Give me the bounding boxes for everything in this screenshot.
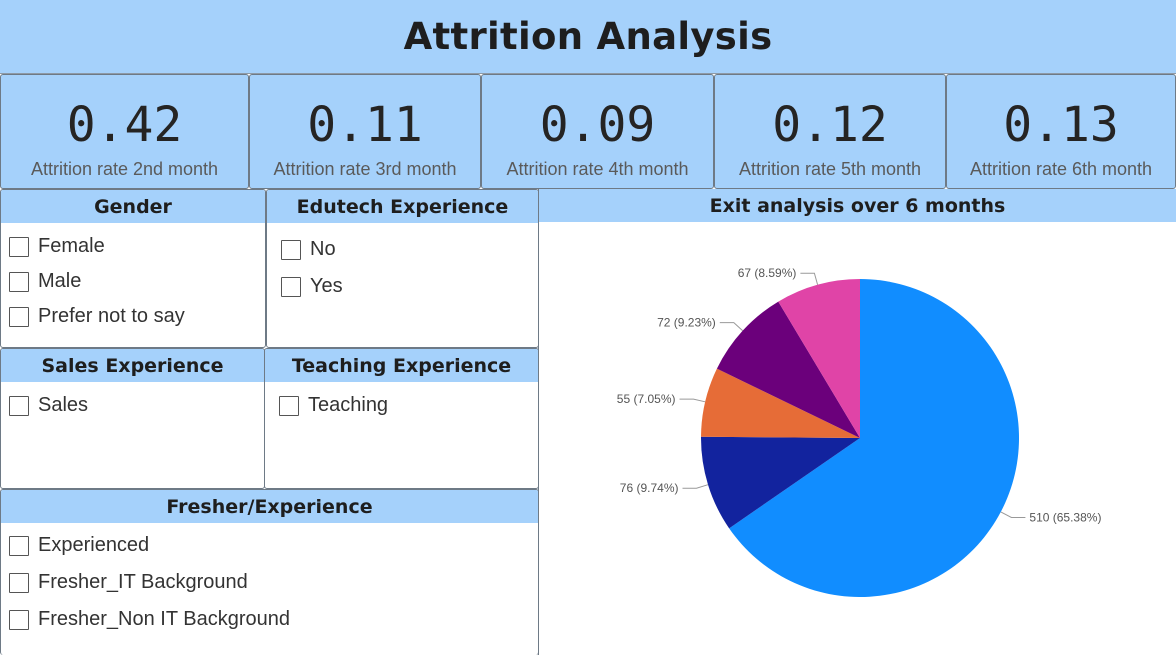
edutech-experience-slicer: Edutech Experience No Yes xyxy=(266,189,539,348)
pie-data-label: 510 (65.38%) xyxy=(1029,511,1101,525)
slicer-title: Gender xyxy=(1,190,265,223)
slicer-option-label: Male xyxy=(38,270,82,292)
pie-leader-line xyxy=(682,484,709,489)
slicer-title: Fresher/Experience xyxy=(1,490,538,523)
slicer-option-label: Female xyxy=(38,235,105,257)
pie-leader-line xyxy=(719,322,744,332)
fresher-experience-slicer: Fresher/Experience Experienced Fresher_I… xyxy=(0,489,539,655)
teaching-experience-slicer: Teaching Experience Teaching xyxy=(264,348,539,489)
slicer-option-teaching[interactable]: Teaching xyxy=(279,388,538,423)
slicer-title: Sales Experience xyxy=(1,349,264,382)
slicer-option-fresher-non-it[interactable]: Fresher_Non IT Background xyxy=(9,601,538,638)
sales-experience-slicer: Sales Experience Sales xyxy=(0,348,265,489)
pie-leader-line xyxy=(679,398,706,403)
slicer-option-label: Fresher_Non IT Background xyxy=(38,608,290,630)
slicer-option-label: Fresher_IT Background xyxy=(38,571,248,593)
kpi-card-6th-month: 0.13 Attrition rate 6th month xyxy=(946,74,1176,189)
checkbox[interactable] xyxy=(9,609,29,630)
kpi-value: 0.09 xyxy=(539,97,656,153)
kpi-card-3rd-month: 0.11 Attrition rate 3rd month xyxy=(249,74,481,189)
dashboard-title-bar: Attrition Analysis xyxy=(0,0,1176,74)
kpi-value: 0.12 xyxy=(772,97,888,153)
exit-analysis-pie-chart: 510 (65.38%) 76 (9.74%) 55 (7.05%) 72 (9.23… xyxy=(617,266,1101,597)
checkbox[interactable] xyxy=(9,535,29,556)
panel-divider xyxy=(538,189,539,655)
slicer-title: Edutech Experience xyxy=(267,190,538,223)
chart-title: Exit analysis over 6 months xyxy=(539,189,1176,222)
slicer-option-label: Prefer not to say xyxy=(38,305,185,327)
pie-data-label: 72 (9.23%) xyxy=(657,316,716,330)
kpi-label: Attrition rate 4th month xyxy=(506,159,689,179)
slicer-option-no[interactable]: No xyxy=(281,231,538,268)
slicer-option-female[interactable]: Female xyxy=(9,229,265,264)
slicer-option-label: Yes xyxy=(310,275,343,297)
checkbox[interactable] xyxy=(9,271,29,292)
kpi-label: Attrition rate 5th month xyxy=(738,159,922,179)
slicer-option-male[interactable]: Male xyxy=(9,264,265,299)
checkbox[interactable] xyxy=(9,395,29,416)
slicer-option-sales[interactable]: Sales xyxy=(9,388,264,423)
kpi-value: 0.13 xyxy=(1003,97,1119,153)
checkbox[interactable] xyxy=(279,395,299,416)
pie-slice[interactable] xyxy=(729,279,1020,597)
kpi-value: 0.42 xyxy=(66,97,183,153)
gender-slicer: Gender Female Male Prefer not to say xyxy=(0,189,266,348)
kpi-label: Attrition rate 2nd month xyxy=(30,159,219,179)
page-title: Attrition Analysis xyxy=(403,15,773,58)
checkbox[interactable] xyxy=(281,239,301,260)
pie-slice[interactable] xyxy=(778,279,860,438)
kpi-card-4th-month: 0.09 Attrition rate 4th month xyxy=(481,74,714,189)
pie-data-label: 76 (9.74%) xyxy=(620,481,679,495)
pie-slice[interactable] xyxy=(701,436,860,529)
checkbox[interactable] xyxy=(281,276,301,297)
pie-data-label: 67 (8.59%) xyxy=(738,266,797,280)
pie-slice[interactable] xyxy=(716,301,860,438)
slicer-option-label: Teaching xyxy=(308,394,389,416)
slicer-option-prefer-not-to-say[interactable]: Prefer not to say xyxy=(9,299,265,334)
slicer-title: Teaching Experience xyxy=(265,349,538,382)
checkbox[interactable] xyxy=(9,236,29,257)
pie-data-label: 55 (7.05%) xyxy=(617,392,676,406)
kpi-value: 0.11 xyxy=(307,97,423,153)
slicer-option-fresher-it[interactable]: Fresher_IT Background xyxy=(9,564,538,601)
kpi-label: Attrition rate 3rd month xyxy=(273,159,457,179)
exit-analysis-chart-panel: Exit analysis over 6 months 510 (65.38%)… xyxy=(539,189,1176,655)
kpi-card-5th-month: 0.12 Attrition rate 5th month xyxy=(714,74,946,189)
pie-slice[interactable] xyxy=(701,368,860,438)
pie-leader-line xyxy=(1000,511,1026,518)
pie-leader-line xyxy=(800,272,819,285)
slicer-option-experienced[interactable]: Experienced xyxy=(9,527,538,564)
kpi-card-2nd-month: 0.42 Attrition rate 2nd month xyxy=(0,74,249,189)
checkbox[interactable] xyxy=(9,572,29,593)
slicer-option-yes[interactable]: Yes xyxy=(281,268,538,305)
checkbox[interactable] xyxy=(9,306,29,327)
slicer-option-label: Experienced xyxy=(38,534,150,556)
kpi-label: Attrition rate 6th month xyxy=(969,159,1153,179)
slicer-option-label: No xyxy=(310,238,336,260)
slicer-option-label: Sales xyxy=(38,394,89,416)
